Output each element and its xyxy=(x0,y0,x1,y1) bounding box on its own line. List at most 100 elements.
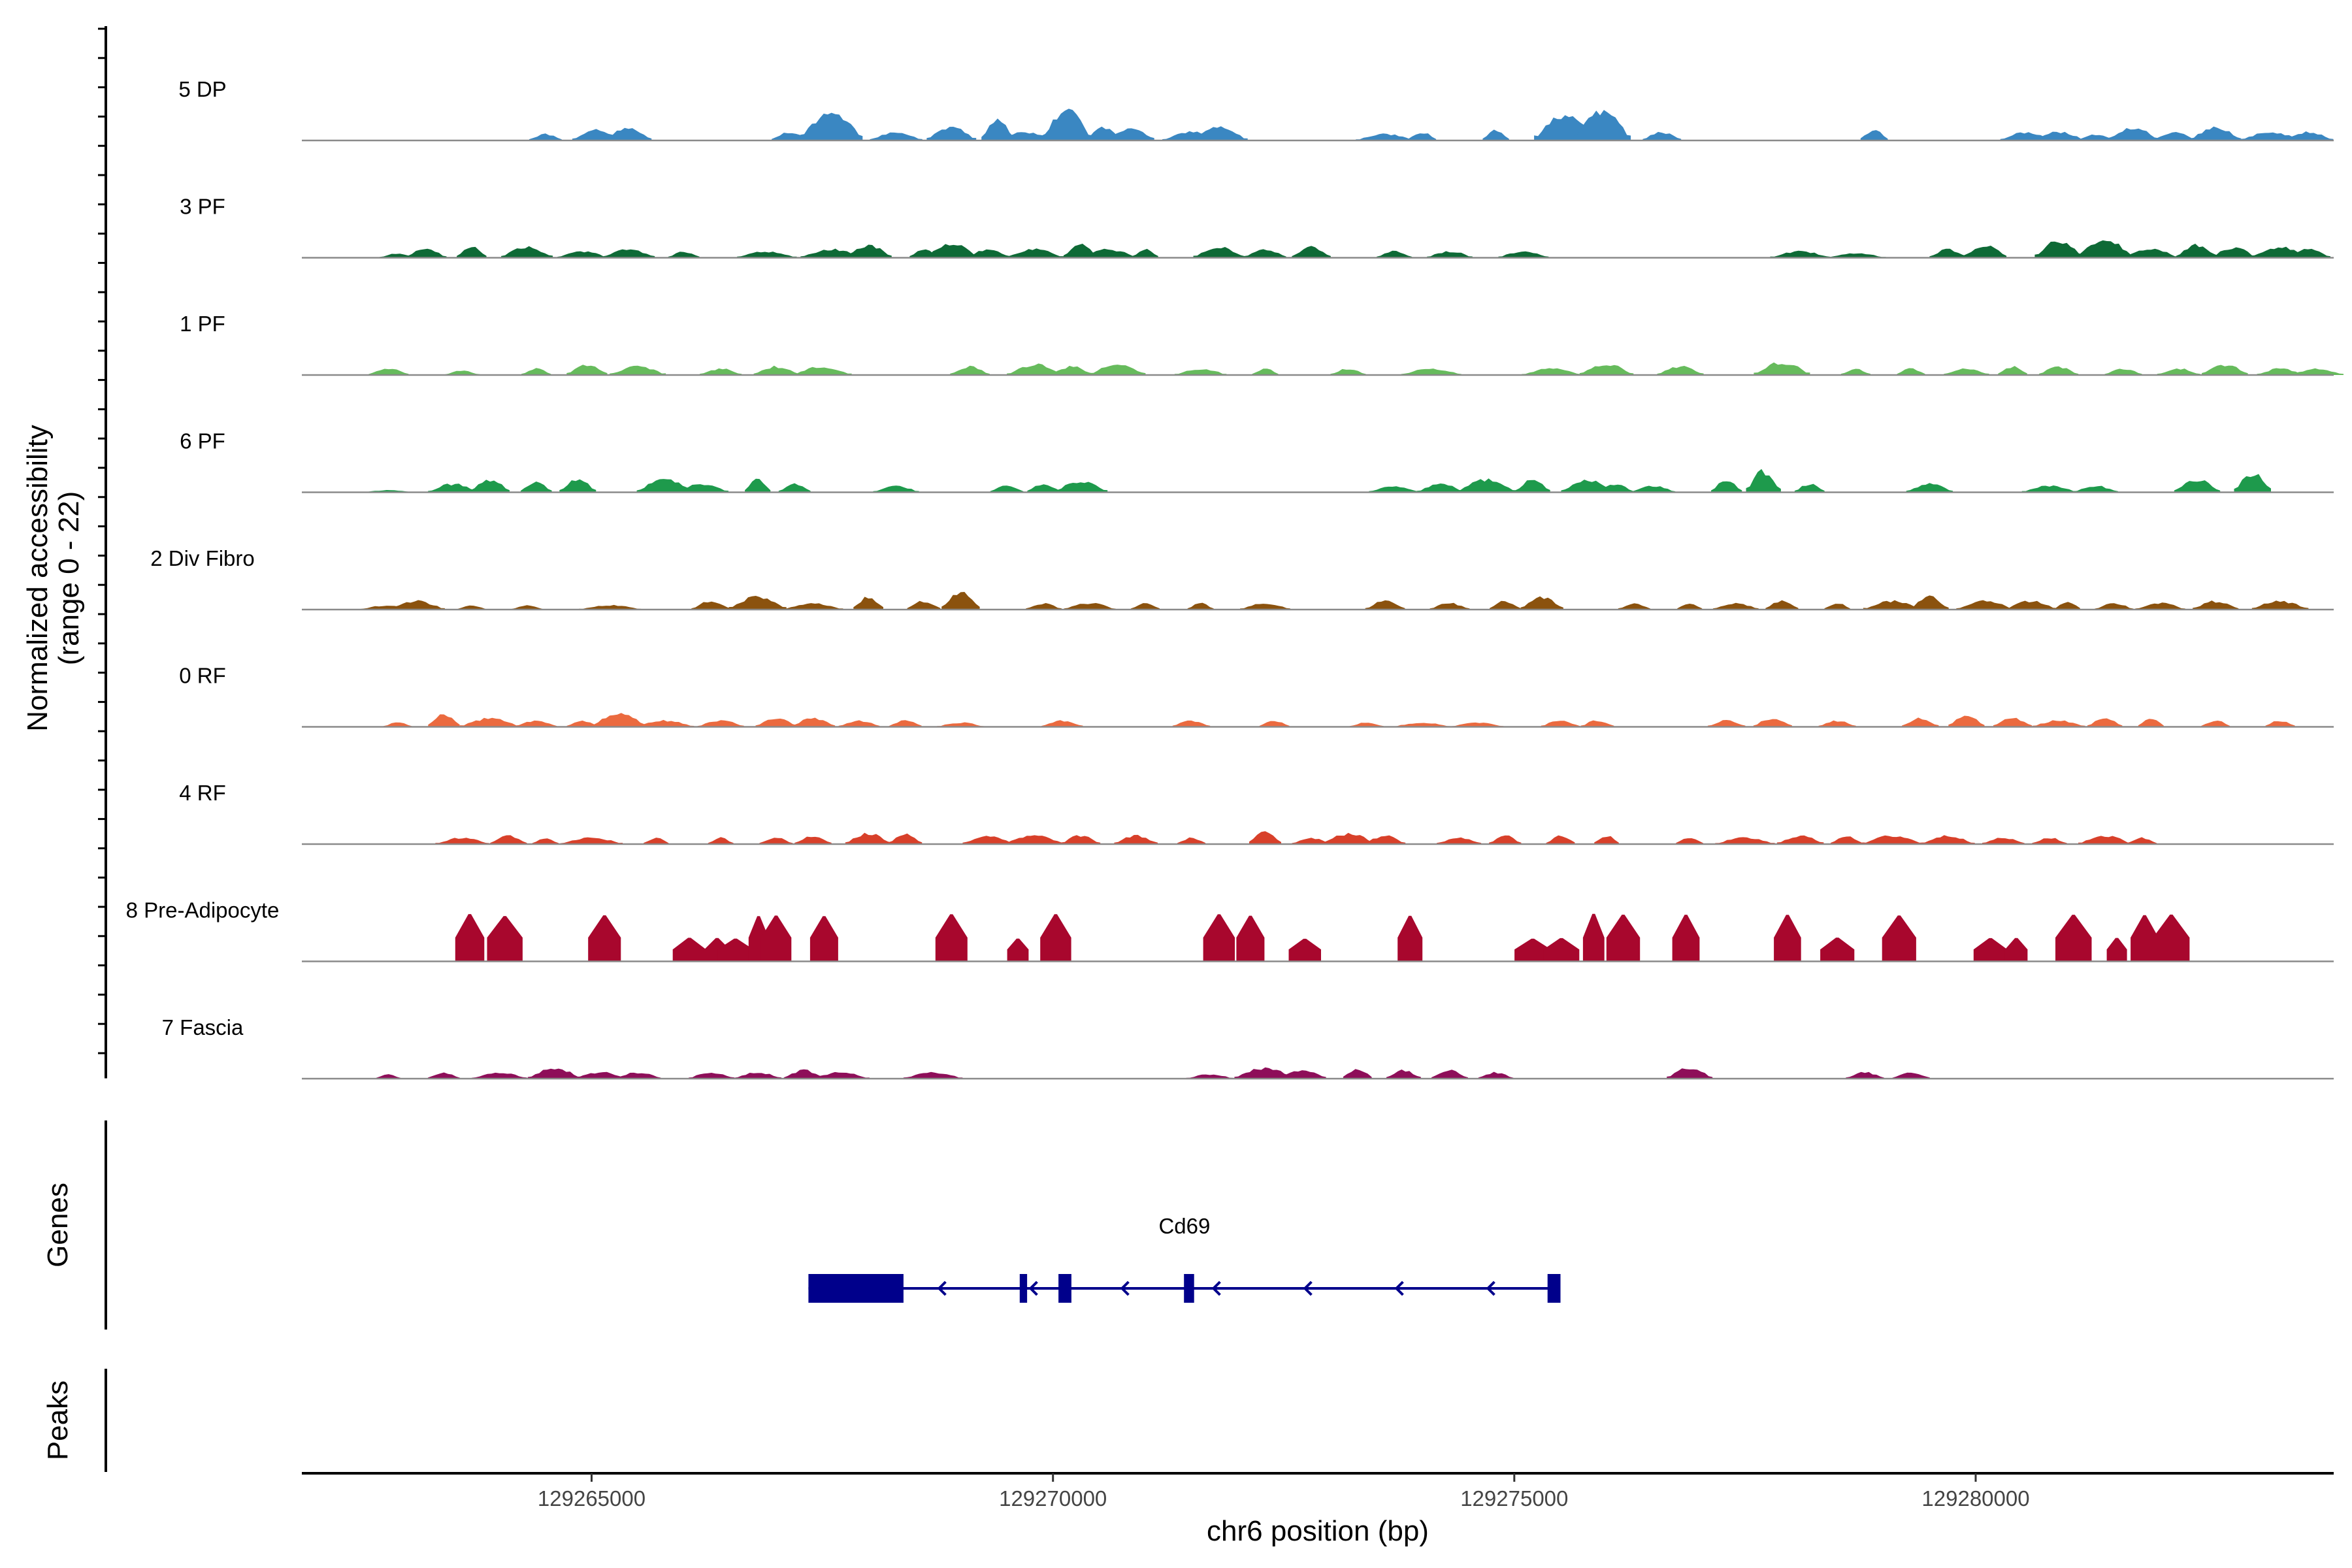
coverage-peak xyxy=(1846,1071,1884,1079)
coverage-peak xyxy=(981,118,1014,140)
coverage-peak xyxy=(511,605,543,610)
coverage-peak xyxy=(1408,133,1437,140)
coverage-peak xyxy=(1818,720,1856,727)
coverage-peak xyxy=(2032,838,2067,844)
coverage-peak xyxy=(1561,480,1616,493)
coverage-peak xyxy=(941,592,980,610)
coverage-peak xyxy=(1278,1070,1326,1079)
coverage-peak xyxy=(700,368,742,375)
coverage-peak xyxy=(2032,131,2085,140)
coverage-peak xyxy=(907,600,941,610)
coverage-peak xyxy=(1715,837,1775,844)
track-label: 1 PF xyxy=(180,312,225,336)
coverage-peak xyxy=(1630,485,1676,493)
coverage-peak xyxy=(889,720,922,727)
coverage-peak xyxy=(1187,602,1214,610)
coverage-peak xyxy=(1582,913,1605,962)
coverage-peak xyxy=(1437,837,1482,844)
coverage-peak xyxy=(1365,835,1406,844)
coverage-peak xyxy=(2123,248,2179,258)
coverage-peak xyxy=(870,132,923,140)
coverage-peak xyxy=(1831,836,1863,844)
coverage-peak xyxy=(755,718,797,727)
coverage-peak xyxy=(2234,474,2271,493)
coverage-peak xyxy=(1944,368,1989,375)
coverage-peak xyxy=(1330,368,1366,375)
coverage-peak xyxy=(1973,938,2008,962)
coverage-peak xyxy=(737,252,797,258)
coverage-peak xyxy=(792,367,852,375)
coverage-peak xyxy=(1753,719,1792,727)
coverage-peak xyxy=(2021,485,2078,493)
coverage-peak xyxy=(1186,1074,1233,1079)
coverage-peak xyxy=(387,600,445,610)
coverage-peak xyxy=(996,132,1054,140)
coverage-peak xyxy=(1642,131,1682,140)
coverage-peak xyxy=(1657,366,1704,375)
coverage-peak xyxy=(935,914,968,962)
coverage-peak xyxy=(428,483,479,493)
coverage-peak xyxy=(591,713,648,727)
track-0-rf: 0 RF xyxy=(179,664,2334,728)
coverage-peak xyxy=(1902,717,1939,727)
coverage-peak xyxy=(1416,483,1464,493)
coverage-peak xyxy=(2153,914,2190,962)
coverage-peak xyxy=(950,365,990,375)
coverage-peak xyxy=(1089,365,1146,375)
coverage-peak xyxy=(404,248,447,258)
coverage-peak xyxy=(527,1068,582,1079)
track-label: 8 Pre-Adipocyte xyxy=(126,898,280,923)
coverage-peak xyxy=(811,1071,870,1079)
track-label: 4 RF xyxy=(179,781,226,805)
coverage-peak xyxy=(1386,1070,1421,1079)
coverage-peak xyxy=(1840,368,1870,375)
coverage-peak xyxy=(428,714,460,727)
x-tick-label: 129270000 xyxy=(999,1486,1107,1511)
coverage-peak xyxy=(2034,241,2083,258)
x-axis-title: chr6 position (bp) xyxy=(1207,1515,1429,1547)
coverage-peak xyxy=(889,833,923,844)
x-tick-label: 129275000 xyxy=(1460,1486,1568,1511)
coverage-peak xyxy=(2032,720,2085,727)
track-3-pf: 3 PF xyxy=(180,195,2334,259)
coverage-peak xyxy=(1431,1070,1468,1079)
coverage-peak xyxy=(2193,600,2239,610)
coverage-peak xyxy=(1064,603,1116,610)
coverage-peak xyxy=(1249,831,1281,844)
track-6-pf: 6 PF xyxy=(180,429,2334,493)
coverage-peak xyxy=(2131,915,2159,962)
coverage-peak xyxy=(2251,600,2309,610)
coverage-peak xyxy=(1667,1068,1713,1079)
coverage-peak xyxy=(368,368,409,375)
coverage-peak xyxy=(457,605,486,610)
coverage-peak xyxy=(1712,602,1759,610)
coverage-peak xyxy=(2176,244,2218,258)
coverage-peak xyxy=(1427,251,1473,258)
coverage-peak xyxy=(1522,368,1581,375)
coverage-peak xyxy=(1236,915,1265,962)
coverage-peak xyxy=(1956,600,2014,610)
track-2-div-fibro: 2 Div Fibro xyxy=(150,546,2334,611)
coverage-peak xyxy=(1244,249,1286,258)
coverage-peak xyxy=(845,832,892,844)
coverage-peak xyxy=(1377,250,1413,258)
coverage-peak xyxy=(2055,915,2092,962)
coverage-peak xyxy=(1910,595,1949,610)
gene-annotation-track: Cd69 xyxy=(808,1214,1561,1303)
coverage-peak xyxy=(529,133,562,140)
coverage-peak xyxy=(1820,938,1855,962)
coverage-peak xyxy=(1770,250,1831,258)
coverage-peak xyxy=(1579,365,1634,375)
coverage-peak xyxy=(1429,602,1470,610)
strand-arrow xyxy=(1211,1281,1221,1296)
coverage-peak xyxy=(926,127,977,140)
coverage-peak xyxy=(1906,483,1953,493)
coverage-peak xyxy=(1027,484,1060,493)
coverage-peak xyxy=(1860,130,1888,140)
track-label: 3 PF xyxy=(180,195,225,219)
coverage-peak xyxy=(1041,108,1093,140)
coverage-peak xyxy=(2257,368,2304,375)
gene-exon xyxy=(1184,1274,1194,1303)
coverage-tracks: 5 DP 3 PF 1 PF 6 PF 2 Div Fibro 0 RF 4 RF 8 Pre… xyxy=(126,77,2344,1080)
